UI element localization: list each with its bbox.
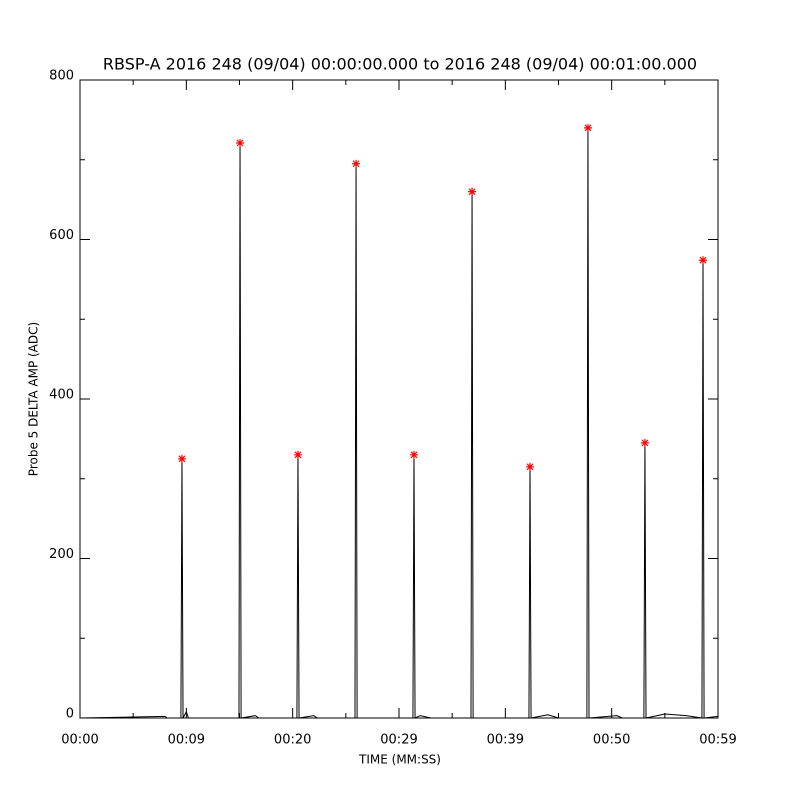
y-axis-label: Probe 5 DELTA AMP (ADC)	[27, 322, 41, 476]
x-tick-label: 00:09	[168, 733, 205, 748]
peak-marker	[409, 450, 418, 459]
x-tick-label: 00:00	[61, 733, 98, 748]
y-tick-label: 200	[49, 547, 74, 562]
peak-marker	[583, 123, 592, 132]
y-tick-label: 800	[49, 69, 74, 84]
y-tick-label: 0	[66, 707, 74, 722]
x-tick-label: 00:59	[699, 733, 736, 748]
peak-marker	[352, 159, 361, 168]
peak-marker	[177, 454, 186, 463]
peak-marker	[699, 256, 708, 265]
peak-marker	[468, 187, 477, 196]
y-tick-label: 400	[49, 388, 74, 403]
x-tick-label: 00:29	[380, 733, 417, 748]
peak-marker	[640, 438, 649, 447]
x-tick-label: 00:50	[593, 733, 630, 748]
x-tick-label: 00:39	[487, 733, 524, 748]
signal-line	[79, 127, 719, 719]
x-axis-label: TIME (MM:SS)	[358, 753, 441, 767]
y-tick-label: 600	[49, 228, 74, 243]
x-tick-label: 00:20	[274, 733, 311, 748]
peak-marker	[236, 139, 245, 148]
chart-title: RBSP-A 2016 248 (09/04) 00:00:00.000 to …	[103, 55, 697, 74]
peak-marker	[526, 462, 535, 471]
peak-marker	[293, 450, 302, 459]
